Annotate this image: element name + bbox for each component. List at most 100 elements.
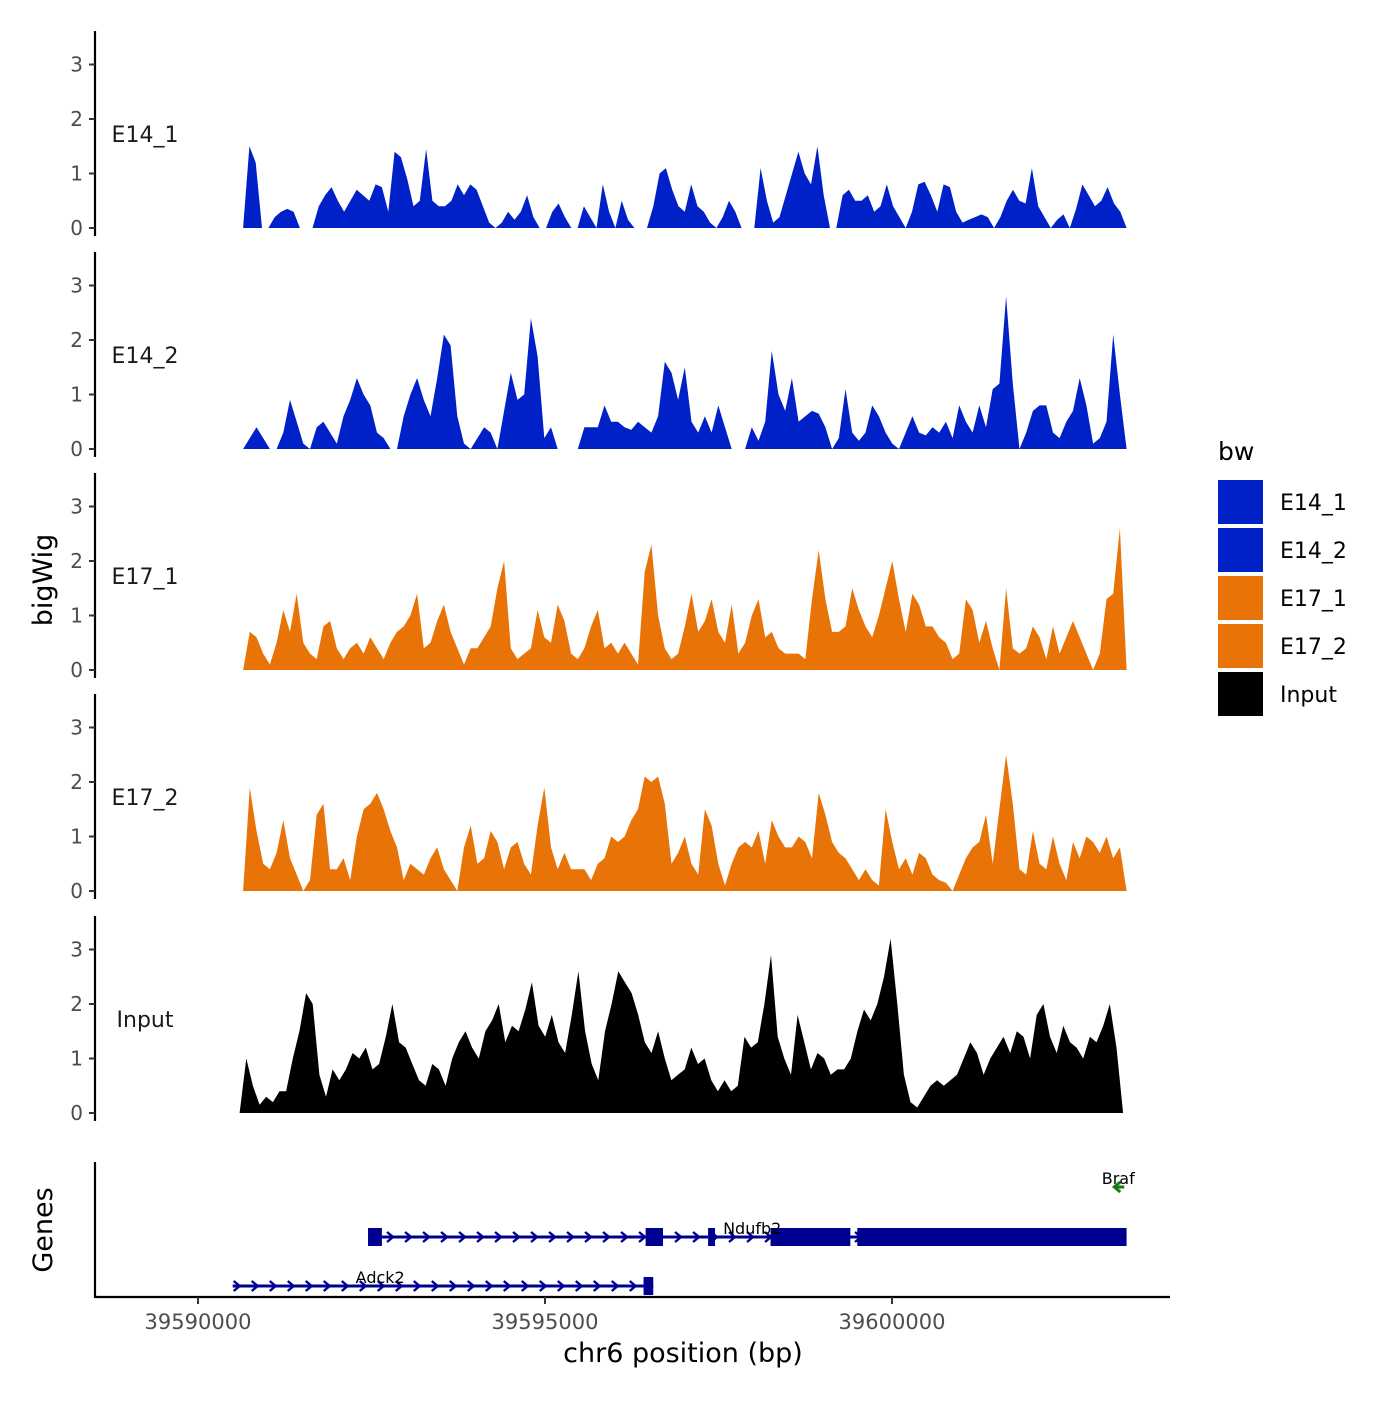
strand-arrow (412, 1280, 422, 1292)
strand-arrow (430, 1280, 440, 1292)
strand-arrow (602, 1231, 611, 1243)
legend-label: E17_1 (1280, 587, 1347, 612)
strand-arrow (512, 1231, 521, 1243)
y-tick-label: 0 (70, 1101, 83, 1125)
strand-arrow (440, 1231, 449, 1243)
strand-arrow (340, 1280, 350, 1292)
exon (645, 1228, 663, 1246)
signal-area (243, 296, 1127, 449)
strand-arrow (232, 1280, 242, 1292)
genes-panel-title: Genes (28, 1187, 59, 1272)
gene-Adck2: Adck2 (232, 1268, 654, 1295)
gene-Ndufb2: Ndufb2 (368, 1219, 1127, 1246)
strand-arrow (530, 1231, 539, 1243)
genes-layer: Ndufb2 Adck2 Braf (93, 1162, 1135, 1298)
strand-arrow (728, 1231, 737, 1243)
signal-area (243, 754, 1127, 891)
y-tick-label: 0 (70, 437, 83, 461)
strand-arrow (548, 1231, 557, 1243)
x-axis: 39590000 39595000 39600000 (95, 1295, 1170, 1334)
y-tick-label: 3 (70, 938, 83, 962)
track-E14_1: 0 1 2 3 E14_1 (70, 31, 1127, 240)
legend-title: bw (1218, 437, 1254, 466)
strand-arrow (466, 1280, 476, 1292)
strand-arrow (448, 1280, 458, 1292)
track-E17_1: 0 1 2 3 E17_1 (70, 473, 1127, 682)
strand-arrow (422, 1231, 431, 1243)
y-tick-label: 2 (70, 770, 83, 794)
x-tick-label: 39600000 (839, 1310, 946, 1334)
exon (708, 1228, 716, 1246)
legend-label: E14_1 (1280, 491, 1347, 516)
y-tick-label: 2 (70, 992, 83, 1016)
strand-arrow (322, 1280, 332, 1292)
track-label: E17_2 (112, 786, 179, 811)
signal-area (243, 528, 1127, 670)
y-tick-label: 3 (70, 274, 83, 298)
track-label: E14_1 (112, 123, 179, 148)
strand-arrow (692, 1231, 701, 1243)
y-tick-label: 1 (70, 162, 83, 186)
strand-arrow (394, 1280, 404, 1292)
y-axis-title: bigWig (28, 534, 59, 627)
legend-label: E14_2 (1280, 539, 1347, 564)
y-tick-label: 1 (70, 604, 83, 628)
y-tick-label: 3 (70, 53, 83, 77)
track-E14_2: 0 1 2 3 E14_2 (70, 252, 1127, 461)
strand-arrow (268, 1280, 278, 1292)
signal-area (239, 938, 1124, 1113)
track-Input: 0 1 2 3 Input (70, 916, 1124, 1125)
gene-Braf: Braf (1102, 1169, 1135, 1194)
legend-key-E17_1 (1218, 576, 1263, 620)
legend-key-E14_1 (1218, 480, 1263, 524)
gene-label: Adck2 (356, 1268, 405, 1287)
legend-label: E17_2 (1280, 635, 1347, 660)
strand-arrow (476, 1231, 485, 1243)
x-axis-title: chr6 position (bp) (563, 1338, 803, 1369)
exon (770, 1228, 851, 1246)
legend: bw E14_1 E14_2 E17_1 E17_2 Input (1218, 437, 1347, 716)
strand-arrow (620, 1231, 629, 1243)
exon (857, 1228, 1127, 1246)
strand-arrow (520, 1280, 530, 1292)
track-E17_2: 0 1 2 3 E17_2 (70, 694, 1127, 903)
y-tick-label: 3 (70, 716, 83, 740)
gene-label: Braf (1102, 1169, 1135, 1188)
strand-arrow (556, 1280, 566, 1292)
strand-arrow (386, 1231, 395, 1243)
y-tick-label: 3 (70, 495, 83, 519)
gene-label: Ndufb2 (723, 1219, 781, 1238)
y-tick-label: 0 (70, 216, 83, 240)
legend-key-E17_2 (1218, 624, 1263, 668)
strand-arrow (250, 1280, 260, 1292)
strand-arrow (574, 1280, 584, 1292)
strand-arrow (494, 1231, 503, 1243)
y-tick-label: 1 (70, 825, 83, 849)
signal-area (243, 146, 1127, 228)
strand-arrow (458, 1231, 467, 1243)
exon (643, 1277, 654, 1295)
y-tick-label: 0 (70, 658, 83, 682)
strand-arrow (376, 1280, 386, 1292)
y-tick-label: 1 (70, 383, 83, 407)
x-tick-label: 39590000 (145, 1310, 252, 1334)
track-label: E14_2 (112, 344, 179, 369)
legend-label: Input (1280, 683, 1337, 708)
exon (368, 1228, 382, 1246)
track-label: Input (117, 1008, 174, 1033)
strand-arrow (592, 1280, 602, 1292)
y-tick-label: 2 (70, 549, 83, 573)
strand-arrow (404, 1231, 413, 1243)
track-label: E17_1 (112, 565, 179, 590)
strand-arrow (746, 1231, 755, 1243)
strand-arrow (358, 1280, 368, 1292)
strand-arrow (502, 1280, 512, 1292)
strand-arrow (638, 1231, 647, 1243)
y-tick-label: 0 (70, 879, 83, 903)
strand-arrow (628, 1280, 638, 1292)
strand-arrow (538, 1280, 548, 1292)
strand-arrow (566, 1231, 575, 1243)
x-tick-label: 39595000 (492, 1310, 599, 1334)
